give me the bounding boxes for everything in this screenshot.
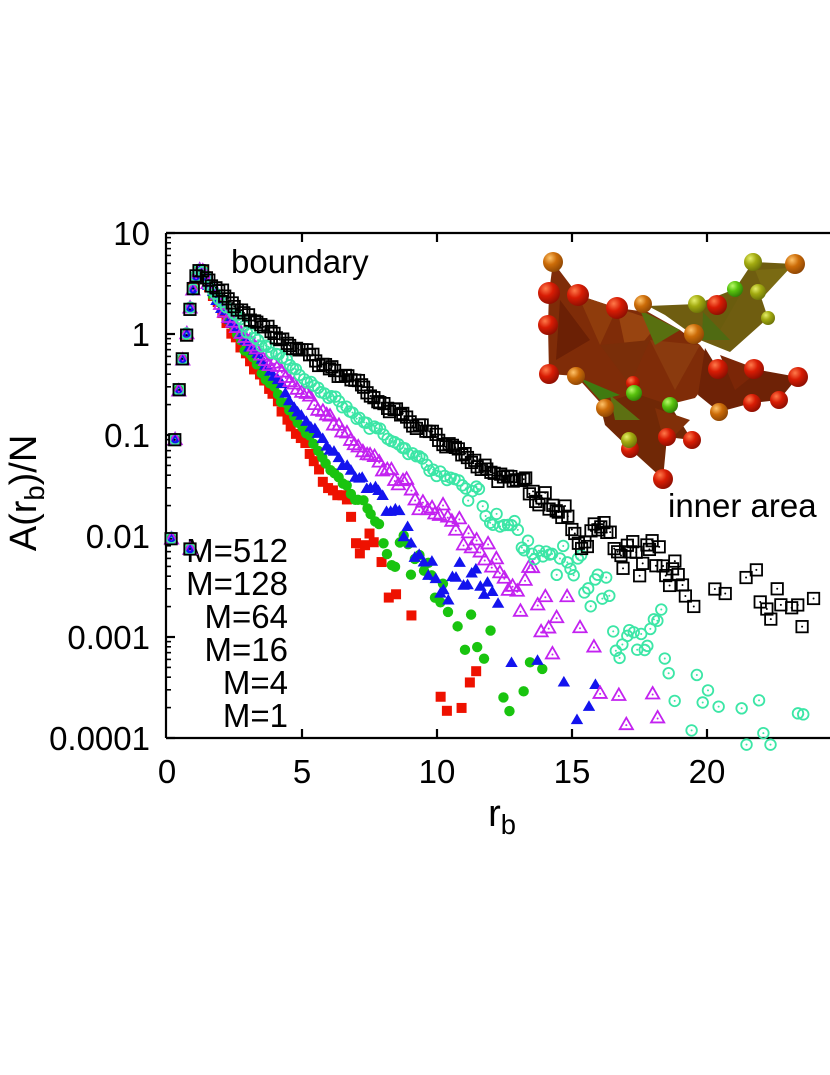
annotation-boundary: boundary bbox=[231, 243, 369, 280]
legend-label: M=512 bbox=[186, 532, 288, 569]
x-tick-label-15: 15 bbox=[553, 753, 591, 790]
y-tick-label-0.1: 0.1 bbox=[104, 417, 150, 454]
cluster-vertices bbox=[538, 252, 808, 489]
y-tick-label-0.01: 0.01 bbox=[85, 518, 150, 555]
legend-entry-M=128: M=128 bbox=[170, 543, 288, 602]
x-tick-label-5: 5 bbox=[292, 753, 312, 790]
legend-label: M=4 bbox=[222, 664, 288, 701]
x-axis-label-subscript: b bbox=[500, 809, 516, 841]
legend-label: M=128 bbox=[186, 565, 288, 602]
plot-frame bbox=[164, 231, 830, 740]
x-axis-label-text: r bbox=[488, 793, 501, 835]
x-tick-label-20: 20 bbox=[688, 753, 726, 790]
annotation-inner-area: inner area bbox=[668, 487, 817, 524]
y-axis-label-subscript: b bbox=[19, 485, 51, 501]
legend-entry-M=4: M=4 bbox=[170, 542, 288, 701]
legend-entry-M=64: M=64 bbox=[170, 543, 288, 635]
legend-entry-M=16: M=16 bbox=[170, 540, 288, 668]
legend-label: M=16 bbox=[204, 631, 288, 668]
legend-label: M=1 bbox=[222, 697, 288, 734]
series-points-M=4 bbox=[165, 263, 810, 751]
series-points-M=1 bbox=[164, 264, 821, 634]
x-axis-label: rb bbox=[488, 793, 516, 841]
legend: M=512 M=128 M=64 M=16 M=4 M=1 bbox=[170, 534, 288, 732]
legend-entry-M=1: M=1 bbox=[170, 542, 288, 734]
y-tick-label-0.001: 0.001 bbox=[67, 619, 150, 656]
x-tick-label-0: 0 bbox=[157, 753, 177, 790]
legend-marker-osquare-icon bbox=[183, 542, 197, 556]
x-tick-label-10: 10 bbox=[418, 753, 456, 790]
y-tick-label-10: 10 bbox=[113, 215, 150, 252]
y-tick-label-0.0001: 0.0001 bbox=[49, 720, 150, 757]
y-tick-label-1: 1 bbox=[131, 316, 150, 353]
legend-label: M=64 bbox=[204, 598, 288, 635]
